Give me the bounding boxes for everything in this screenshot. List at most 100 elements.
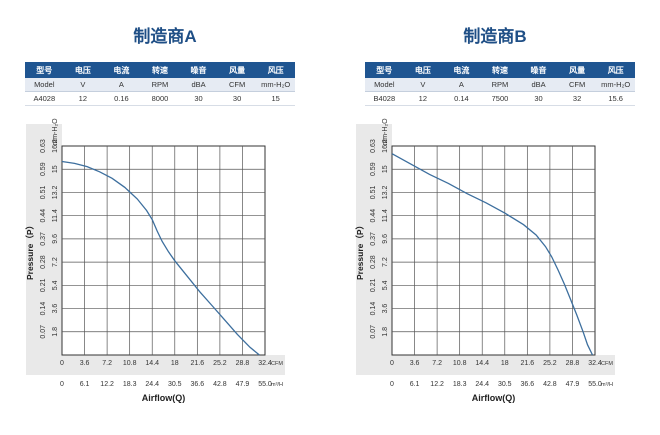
y-tick-label-inh2o: 0.14 [370, 302, 377, 316]
spec-unit-cell: A [442, 78, 481, 92]
pq-chart-a: 0 3.6 7.2 10.8 14.4 18 21.6 25.2 28.8 32.4 0 6.1 12.… [25, 118, 285, 403]
x-tick-label-m3h: 55.0 [588, 381, 602, 388]
y-tick-label-mmh2o: 5.4 [52, 280, 59, 290]
y-tick-label-inh2o: 0.63 [40, 139, 47, 153]
spec-value-cell: 0.16 [102, 91, 141, 106]
x-tick-label-m3h: 18.3 [453, 381, 467, 388]
spec-header-cell: 风压 [596, 62, 635, 78]
y-tick-label-mmh2o: 16.2 [52, 139, 59, 153]
x-tick-label-m3h: 36.6 [521, 381, 535, 388]
x-tick-label-cfm: 14.4 [475, 360, 489, 367]
spec-value-cell: 0.14 [442, 91, 481, 106]
y-tick-label-mmh2o: 11.4 [382, 209, 389, 222]
y-tick-label-inh2o: 0.51 [40, 186, 47, 200]
y-tick-label-mmh2o: 3.6 [52, 304, 59, 314]
spec-value-row: A4028 12 0.16 8000 30 30 15 [25, 91, 295, 106]
plot-area [61, 145, 266, 356]
spec-value-cell: 30 [217, 91, 257, 106]
pq-curve [61, 160, 260, 356]
spec-header-cell: 电压 [403, 62, 443, 78]
x-tick-label-cfm: 25.2 [543, 360, 557, 367]
y-axis-title: Pressure（P） [355, 221, 365, 280]
axis-band-bottom [356, 355, 615, 375]
spec-header-cell: 型号 [25, 62, 64, 78]
spec-unit-row: Model V A RPM dBA CFM mm-H₂O [25, 78, 295, 92]
y-tick-label-inh2o: 0.59 [40, 162, 47, 176]
spec-header-row: 型号 电压 电流 转速 噪音 风量 风压 [365, 62, 635, 78]
x-tick-label-cfm: 18 [171, 360, 179, 367]
x-tick-label-m3h: 55.0 [258, 381, 272, 388]
y-tick-label-mmh2o: 13.2 [382, 186, 389, 200]
x-tick-label-cfm: 21.6 [191, 360, 205, 367]
spec-unit-cell: mm-H₂O [256, 78, 295, 92]
axis-band-left [356, 124, 392, 375]
y-unit-mmh2o: mm-H₂O [382, 118, 389, 146]
y-tick-label-mmh2o: 7.2 [382, 257, 389, 267]
spec-value-cell: 30 [179, 91, 218, 106]
spec-value-cell: B4028 [365, 91, 404, 106]
x-tick-label-m3h: 6.1 [80, 381, 90, 388]
y-tick-label-inh2o: 0.21 [40, 278, 47, 292]
y-tick-label-inh2o: 0.44 [370, 209, 377, 223]
x-tick-label-cfm: 32.4 [588, 360, 602, 367]
spec-value-cell: 12 [403, 91, 443, 106]
x-tick-label-cfm: 10.8 [123, 360, 137, 367]
spec-header-cell: 型号 [365, 62, 404, 78]
spec-header-cell: 噪音 [519, 62, 558, 78]
spec-unit-cell: V [63, 78, 103, 92]
spec-unit-cell: V [403, 78, 443, 92]
x-tick-label-cfm: 0 [60, 360, 64, 367]
spec-unit-cell: dBA [179, 78, 218, 92]
x-tick-label-m3h: 6.1 [410, 381, 420, 388]
y-tick-label-mmh2o: 9.6 [382, 234, 389, 244]
y-tick-label-inh2o: 0.07 [40, 325, 47, 339]
x-tick-label-m3h: 42.8 [213, 381, 227, 388]
y-tick-label-mmh2o: 3.6 [382, 304, 389, 314]
spec-value-row: B4028 12 0.14 7500 30 32 15.6 [365, 91, 635, 106]
y-tick-label-mmh2o: 1.8 [52, 327, 59, 337]
x-axis-title: Airflow(Q) [142, 393, 186, 403]
spec-unit-cell: Model [365, 78, 404, 92]
spec-header-cell: 转速 [140, 62, 180, 78]
x-unit-cfm: CFM [271, 361, 283, 367]
spec-unit-cell: dBA [519, 78, 558, 92]
spec-value-cell: 15 [256, 91, 295, 106]
axis-band-bottom [26, 355, 285, 375]
spec-header-cell: 风压 [256, 62, 295, 78]
x-tick-label-cfm: 28.8 [236, 360, 250, 367]
y-tick-label-mmh2o: 11.4 [52, 209, 59, 222]
spec-header-cell: 电压 [63, 62, 103, 78]
spec-unit-cell: mm-H₂O [596, 78, 635, 92]
chart-title-a: 制造商A [133, 27, 197, 46]
x-tick-label-m3h: 0 [60, 381, 64, 388]
spec-header-cell: 转速 [480, 62, 520, 78]
chart-panel-b: 制造商B 型号 电压 电流 转速 噪音 风量 风压 Model V A RPM … [330, 0, 660, 435]
chart-title-b: 制造商B [463, 27, 527, 46]
spec-value-cell: 30 [519, 91, 558, 106]
x-tick-label-cfm: 3.6 [410, 360, 420, 367]
y-tick-label-inh2o: 0.37 [40, 232, 47, 246]
y-tick-label-mmh2o: 15 [382, 165, 389, 173]
spec-unit-cell: Model [25, 78, 64, 92]
y-tick-label-inh2o: 0.44 [40, 209, 47, 223]
x-tick-label-cfm: 0 [390, 360, 394, 367]
spec-value-cell: A4028 [25, 91, 64, 106]
spec-unit-cell: RPM [140, 78, 180, 92]
x-tick-label-cfm: 10.8 [453, 360, 467, 367]
spec-unit-cell: CFM [557, 78, 597, 92]
spec-header-cell: 风量 [217, 62, 257, 78]
x-tick-label-cfm: 32.4 [258, 360, 272, 367]
spec-header-row: 型号 电压 电流 转速 噪音 风量 风压 [25, 62, 295, 78]
y-tick-label-mmh2o: 7.2 [52, 257, 59, 267]
x-axis-title: Airflow(Q) [472, 393, 516, 403]
y-tick-label-inh2o: 0.51 [370, 186, 377, 200]
spec-header-cell: 噪音 [179, 62, 218, 78]
x-tick-label-m3h: 42.8 [543, 381, 557, 388]
spec-table-b: 型号 电压 电流 转速 噪音 风量 风压 Model V A RPM dBA C… [365, 62, 635, 106]
y-tick-label-mmh2o: 16.2 [382, 139, 389, 153]
spec-unit-cell: CFM [217, 78, 257, 92]
x-tick-label-m3h: 36.6 [191, 381, 205, 388]
x-tick-label-m3h: 18.3 [123, 381, 137, 388]
spec-value-cell: 32 [557, 91, 597, 106]
x-tick-label-m3h: 47.9 [566, 381, 580, 388]
